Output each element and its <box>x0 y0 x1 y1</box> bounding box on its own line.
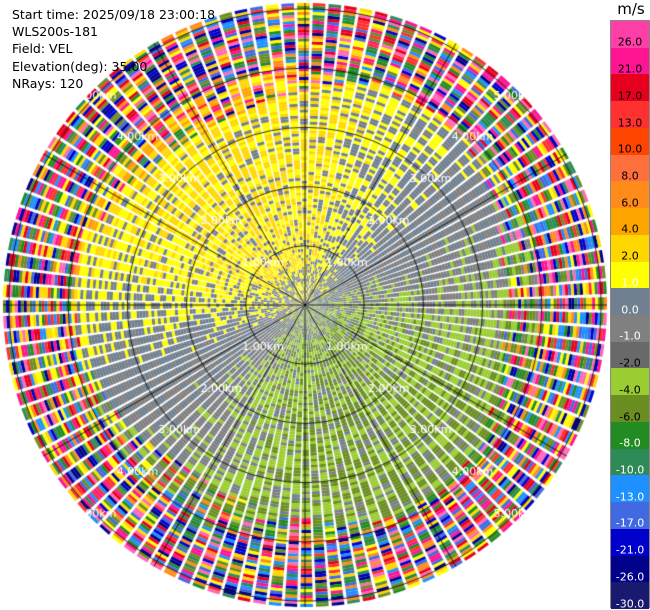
colorbar-segment <box>611 21 649 49</box>
colorbar-tick: 4.0 <box>621 222 639 236</box>
colorbar-segment <box>611 47 649 75</box>
colorbar-tick: 10.0 <box>617 142 643 156</box>
colorbar-segment <box>611 315 649 343</box>
colorbar-tick: -21.0 <box>615 543 645 557</box>
colorbar-tick: -2.0 <box>619 356 641 370</box>
colorbar-segment <box>611 341 649 369</box>
colorbar-tick: -10.0 <box>615 463 645 477</box>
colorbar-tick: -13.0 <box>615 490 645 504</box>
colorbar-segment <box>611 181 649 209</box>
colorbar-tick: 0.0 <box>621 303 639 317</box>
colorbar-tick: 17.0 <box>617 89 643 103</box>
colorbar-segment <box>611 288 649 316</box>
colorbar-segment <box>611 234 649 263</box>
colorbar-segment <box>611 555 649 583</box>
scan-info: Start time: 2025/09/18 23:00:18 WLS200s-… <box>12 6 215 92</box>
colorbar-segment <box>611 74 649 102</box>
colorbar-tick: 8.0 <box>621 169 639 183</box>
colorbar-tick: -17.0 <box>615 516 645 530</box>
colorbar-segment <box>611 368 649 396</box>
field-label: Field: VEL <box>12 41 73 57</box>
ppi-plot <box>0 0 610 610</box>
colorbar-segment <box>611 448 649 476</box>
colorbar-tick: 1.0 <box>621 276 639 290</box>
colorbar-segment <box>611 475 649 503</box>
colorbar-segment <box>611 101 649 129</box>
colorbar-segment <box>611 421 649 450</box>
colorbar-tick: -26.0 <box>615 570 645 584</box>
colorbar-tick: 6.0 <box>621 196 639 210</box>
colorbar-tick: 26.0 <box>617 35 643 49</box>
colorbar-segment <box>611 395 649 423</box>
colorbar-segment <box>611 582 649 610</box>
colorbar-tick: -4.0 <box>619 383 641 397</box>
colorbar-tick: -1.0 <box>619 329 641 343</box>
colorbar-tick: 2.0 <box>621 249 639 263</box>
colorbar-segment <box>611 127 649 156</box>
elevation-label: Elevation(deg): 35.00 <box>12 58 148 74</box>
colorbar-segment <box>611 208 649 236</box>
colorbar-tick: 21.0 <box>617 62 643 76</box>
colorbar-segment <box>611 502 649 530</box>
colorbar-tick: -6.0 <box>619 410 641 424</box>
colorbar-segment <box>611 528 649 557</box>
colorbar-tick: 13.0 <box>617 116 643 130</box>
colorbar-segment <box>611 154 649 182</box>
instrument-label: WLS200s-181 <box>12 24 98 40</box>
colorbar: 26.0 21.0 17.0 13.0 10.0 8.0 6.0 4.0 2.0 1.0 0.0 -1… <box>610 20 650 610</box>
colorbar-tick: -8.0 <box>619 436 641 450</box>
colorbar-segment <box>611 261 649 289</box>
colorbar-unit: m/s <box>617 0 645 18</box>
colorbar-tick: -30.0 <box>615 597 645 610</box>
start-time-label: Start time: 2025/09/18 23:00:18 <box>12 7 216 22</box>
nrays-label: NRays: 120 <box>12 75 84 91</box>
